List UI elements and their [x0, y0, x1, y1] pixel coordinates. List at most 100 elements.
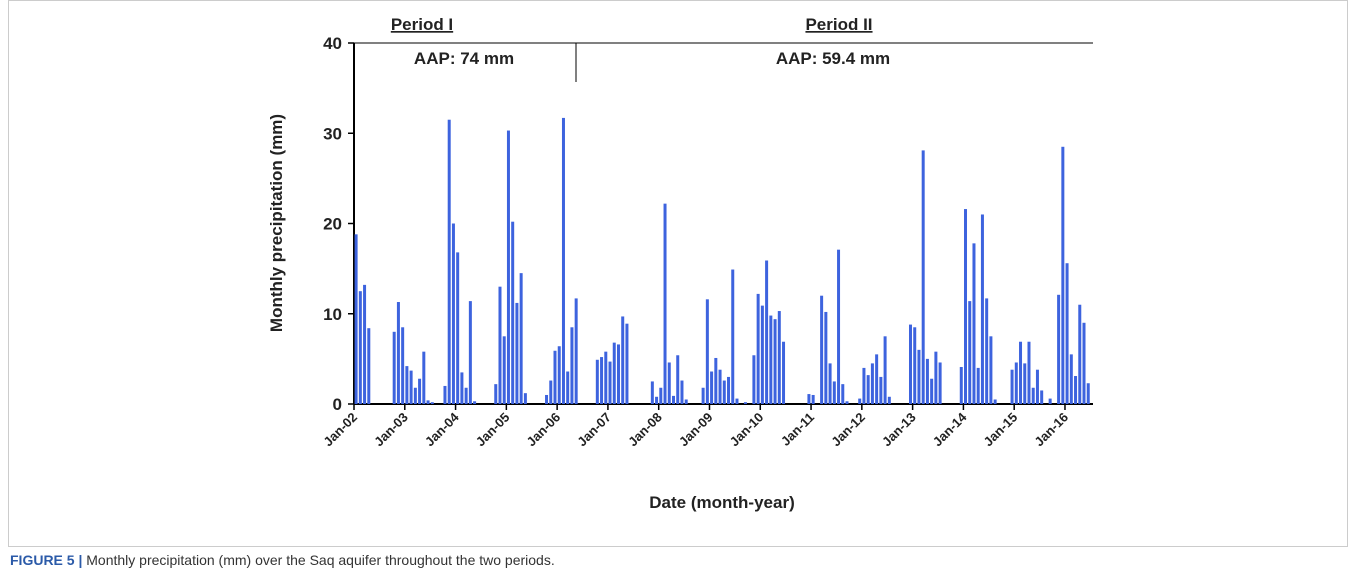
- bar: [561, 117, 565, 404]
- bar: [1035, 369, 1039, 404]
- bar: [443, 385, 447, 404]
- bar: [959, 366, 963, 404]
- bar: [828, 363, 832, 404]
- bar: [976, 367, 980, 404]
- x-tick-label: Jan-15: [981, 410, 1021, 450]
- bar: [811, 394, 815, 404]
- x-tick-label: Jan-16: [1031, 410, 1071, 450]
- bar: [870, 363, 874, 404]
- bar: [456, 252, 460, 404]
- bar: [430, 402, 434, 404]
- bar: [608, 361, 612, 404]
- frame: [8, 0, 1348, 547]
- bar: [921, 150, 925, 404]
- bar: [405, 366, 409, 404]
- bar: [883, 336, 887, 404]
- bar: [1061, 146, 1065, 404]
- bar: [676, 355, 680, 404]
- bar: [701, 387, 705, 404]
- bar: [993, 399, 997, 404]
- bar: [392, 331, 396, 404]
- bar: [684, 399, 688, 404]
- bar: [841, 384, 845, 404]
- bar: [1040, 390, 1044, 404]
- bar: [422, 351, 426, 404]
- bar: [824, 311, 828, 404]
- bar: [549, 380, 553, 404]
- bar: [1048, 398, 1052, 404]
- bar: [765, 260, 769, 404]
- x-tick-label: Jan-08: [625, 410, 665, 450]
- bar: [451, 223, 455, 404]
- period-label: Period II: [805, 15, 872, 34]
- y-tick-label: 20: [323, 215, 342, 234]
- bar: [574, 298, 578, 404]
- bar: [498, 286, 502, 404]
- bar: [985, 298, 989, 404]
- bar: [621, 316, 625, 404]
- bar: [777, 311, 781, 404]
- bar: [557, 346, 561, 404]
- bar: [672, 395, 675, 404]
- bar: [600, 357, 604, 404]
- bar: [464, 387, 468, 404]
- x-axis-label: Date (month-year): [649, 493, 794, 512]
- bar: [1074, 376, 1078, 404]
- bar: [650, 381, 654, 404]
- bar: [667, 362, 671, 404]
- bar: [866, 375, 870, 404]
- aap-label: AAP: 74 mm: [414, 49, 514, 68]
- bar: [1010, 369, 1014, 404]
- bar: [616, 344, 620, 404]
- x-tick-label: Jan-11: [778, 410, 817, 449]
- caption-label: FIGURE 5 |: [10, 552, 83, 568]
- x-tick-label: Jan-07: [574, 410, 614, 450]
- bar: [968, 301, 972, 404]
- y-tick-label: 30: [323, 124, 342, 143]
- bar: [862, 367, 866, 404]
- bar: [756, 293, 760, 404]
- x-tick-label: Jan-02: [320, 410, 360, 450]
- y-tick-label: 0: [333, 395, 342, 414]
- bar: [519, 273, 523, 404]
- y-tick-label: 40: [323, 34, 342, 53]
- bar: [396, 302, 400, 404]
- bar: [718, 369, 722, 404]
- bar: [731, 269, 735, 404]
- bar: [523, 393, 527, 404]
- bar: [1078, 304, 1082, 404]
- bar: [363, 284, 367, 404]
- bar: [710, 371, 714, 404]
- bar: [566, 371, 570, 404]
- bar: [964, 209, 968, 404]
- bar: [468, 301, 472, 404]
- bar: [502, 336, 506, 404]
- bar: [680, 380, 684, 404]
- bar: [743, 402, 747, 404]
- bar: [879, 376, 883, 404]
- bar: [604, 351, 608, 404]
- bar: [727, 376, 731, 404]
- bar: [972, 243, 976, 404]
- aap-label: AAP: 59.4 mm: [776, 49, 890, 68]
- bar: [769, 315, 773, 404]
- caption-text: Monthly precipitation (mm) over the Saq …: [86, 552, 555, 568]
- bar: [460, 372, 464, 404]
- bar: [663, 203, 667, 404]
- x-tick-label: Jan-13: [879, 410, 919, 450]
- bar: [980, 214, 984, 404]
- x-tick-label: Jan-06: [524, 410, 564, 450]
- y-axis-label: Monthly precipitation (mm): [267, 114, 286, 332]
- bar: [925, 358, 929, 404]
- bar: [1014, 362, 1018, 404]
- bar: [752, 355, 756, 404]
- caption: FIGURE 5 | Monthly precipitation (mm) ov…: [10, 552, 555, 568]
- y-tick-label: 10: [323, 305, 342, 324]
- x-tick-label: Jan-03: [371, 410, 411, 450]
- x-tick-label: Jan-04: [422, 409, 462, 449]
- bar: [413, 387, 417, 404]
- bar: [1027, 341, 1031, 404]
- bar: [612, 342, 616, 404]
- bar: [875, 354, 879, 404]
